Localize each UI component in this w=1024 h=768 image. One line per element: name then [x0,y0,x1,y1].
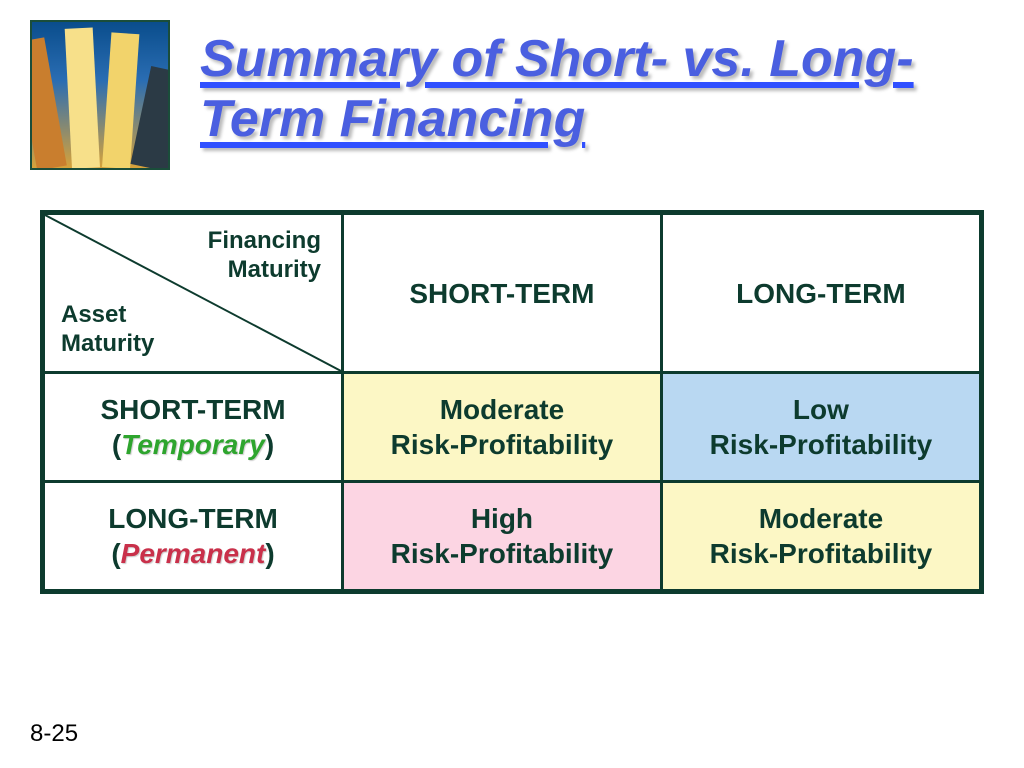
cell-lt-lt: ModerateRisk-Profitability [661,482,981,592]
corner-header-cell: Financing Maturity Asset Maturity [43,213,343,373]
title-container: Summary of Short- vs. Long-Term Financin… [200,20,994,150]
decorative-thumbnail [30,20,170,170]
cell-lt-st: HighRisk-Profitability [343,482,662,592]
col-header-long-term: LONG-TERM [661,213,981,373]
permanent-label: Permanent [121,538,266,569]
slide-title: Summary of Short- vs. Long-Term Financin… [200,30,994,150]
col-header-short-term: SHORT-TERM [343,213,662,373]
temporary-label: Temporary [121,429,265,460]
row-header-long-term: LONG-TERM (Permanent) [43,482,343,592]
row-header-short-term: SHORT-TERM (Temporary) [43,373,343,482]
cell-st-lt: LowRisk-Profitability [661,373,981,482]
cell-st-st: ModerateRisk-Profitability [343,373,662,482]
slide-header: Summary of Short- vs. Long-Term Financin… [0,0,1024,180]
financing-matrix-table: Financing Maturity Asset Maturity SHORT-… [40,210,984,594]
table-container: Financing Maturity Asset Maturity SHORT-… [0,180,1024,594]
page-number: 8-25 [30,720,78,748]
financing-maturity-label: Financing Maturity [208,227,321,285]
asset-maturity-label: Asset Maturity [61,301,154,359]
